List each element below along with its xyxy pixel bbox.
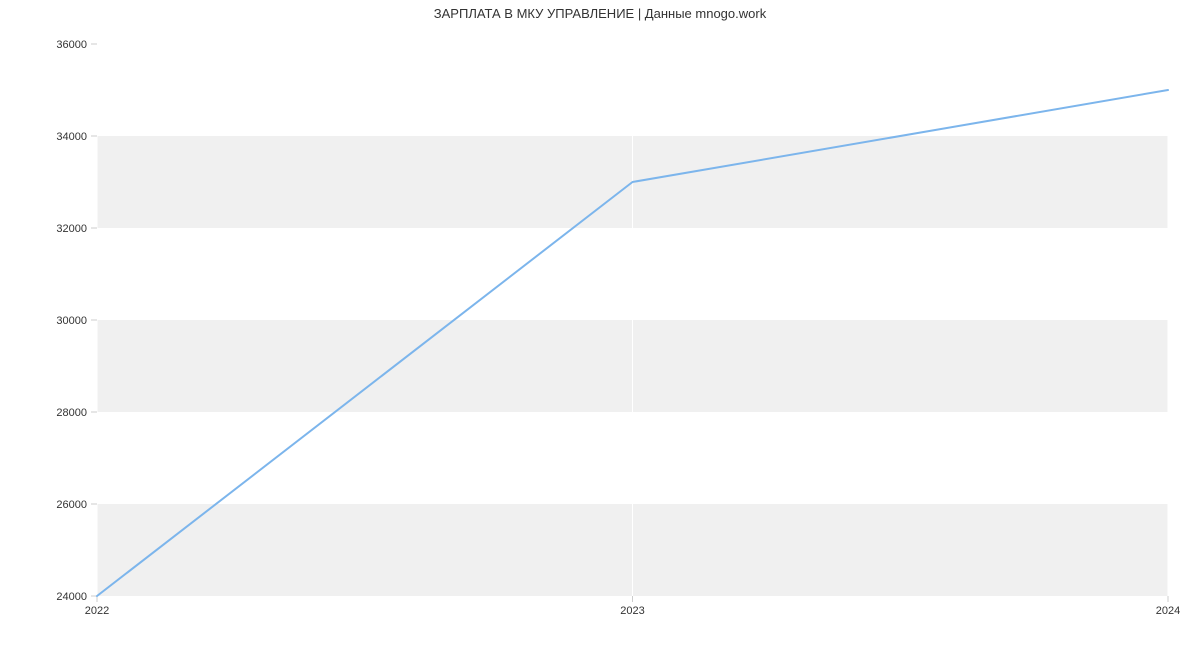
y-tick-label: 24000 — [56, 591, 87, 603]
x-tick-label: 2022 — [85, 605, 109, 617]
x-tick-label: 2023 — [620, 605, 644, 617]
y-tick-label: 36000 — [56, 39, 87, 51]
y-tick-label: 26000 — [56, 499, 87, 511]
y-tick-label: 32000 — [56, 223, 87, 235]
chart-svg: 24000 26000 28000 30000 32000 34000 36000 2022 2… — [0, 0, 1200, 650]
y-tick-label: 34000 — [56, 131, 87, 143]
line-chart: ЗАРПЛАТА В МКУ УПРАВЛЕНИЕ | Данные mnogo… — [0, 0, 1200, 650]
y-tick-label: 30000 — [56, 315, 87, 327]
x-tick-label: 2024 — [1156, 605, 1180, 617]
y-tick-label: 28000 — [56, 407, 87, 419]
